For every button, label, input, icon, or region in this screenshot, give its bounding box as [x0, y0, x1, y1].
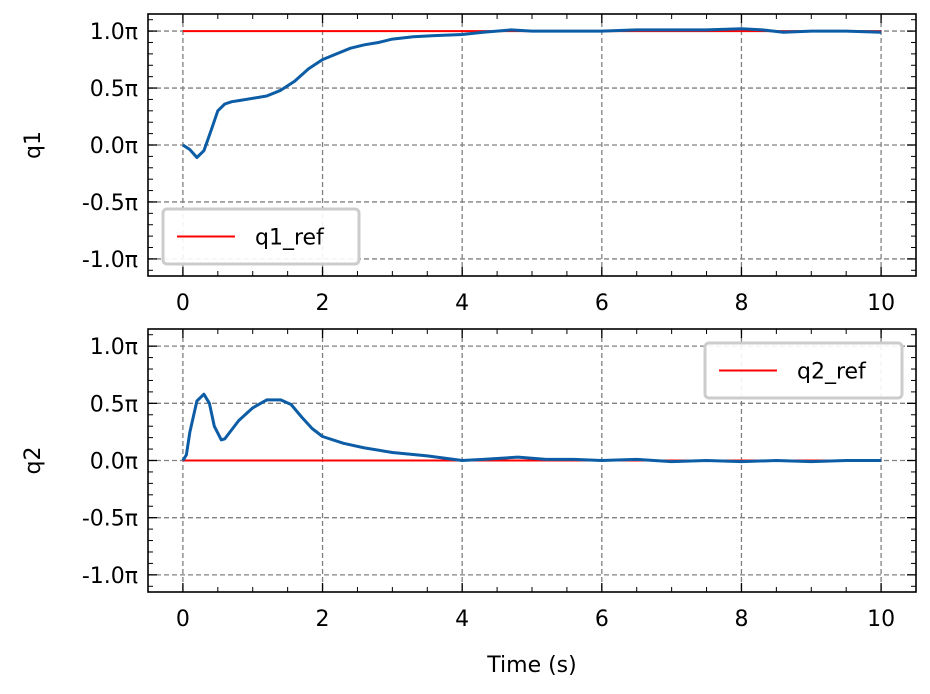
y-tick-label-0: 1.0π: [90, 20, 138, 45]
y-tick-label-3: -0.5π: [82, 507, 138, 532]
q1-series-group: [182, 27, 882, 159]
q2-legend: q2_ref: [703, 341, 904, 400]
x-tick-label-3: 6: [595, 607, 609, 632]
q1-legend: q1_ref: [161, 207, 361, 266]
x-tick-label-5: 10: [867, 607, 895, 632]
q2-ticks: [147, 329, 917, 592]
q2-y-axis-label: q2: [21, 447, 46, 475]
y-tick-label-1: 0.5π: [90, 77, 138, 102]
q2-subplot: 0 2 4 6 8 10 1.0π 0.5π 0.0π -0.5π -1.0π q2 Time (…: [21, 328, 917, 678]
x-tick-label-1: 2: [316, 291, 330, 316]
y-tick-label-1: 0.5π: [90, 392, 138, 417]
y-tick-label-0: 1.0π: [90, 335, 138, 360]
x-tick-label-3: 6: [595, 291, 609, 316]
response-line-1: [181, 392, 882, 464]
legend-box: [161, 207, 361, 266]
x-axis-label: Time (s): [486, 653, 576, 678]
y-tick-label-2: 0.0π: [90, 450, 138, 475]
x-tick-label-4: 8: [734, 607, 748, 632]
x-tick-label-2: 4: [455, 291, 469, 316]
y-tick-label-4: -1.0π: [82, 248, 138, 273]
response-line-0: [182, 27, 882, 159]
y-tick-label-3: -0.5π: [82, 191, 138, 216]
x-tick-label-4: 8: [734, 291, 748, 316]
q1-y-axis-label: q1: [21, 131, 46, 159]
q1-subplot: 0 2 4 6 8 10 1.0π 0.5π 0.0π -0.5π -1.0π q1 q1_ref: [21, 13, 917, 316]
x-tick-label-2: 4: [455, 607, 469, 632]
q1-x-tick-labels: 0 2 4 6 8 10: [176, 291, 895, 316]
legend-box: [703, 341, 904, 400]
q1-ticks: [147, 14, 917, 276]
x-tick-label-0: 0: [176, 607, 190, 632]
y-tick-label-2: 0.0π: [90, 134, 138, 159]
q2-y-tick-labels: 1.0π 0.5π 0.0π -0.5π -1.0π: [82, 335, 138, 589]
q2-x-tick-labels: 0 2 4 6 8 10: [176, 607, 895, 632]
legend-label-q2_ref: q2_ref: [797, 360, 867, 385]
x-tick-label-0: 0: [176, 291, 190, 316]
x-tick-label-1: 2: [316, 607, 330, 632]
q1-y-tick-labels: 1.0π 0.5π 0.0π -0.5π -1.0π: [82, 20, 138, 273]
y-tick-label-4: -1.0π: [82, 564, 138, 589]
legend-label-q1_ref: q1_ref: [255, 226, 325, 251]
q2-series-group: [181, 392, 882, 464]
x-tick-label-5: 10: [867, 291, 895, 316]
